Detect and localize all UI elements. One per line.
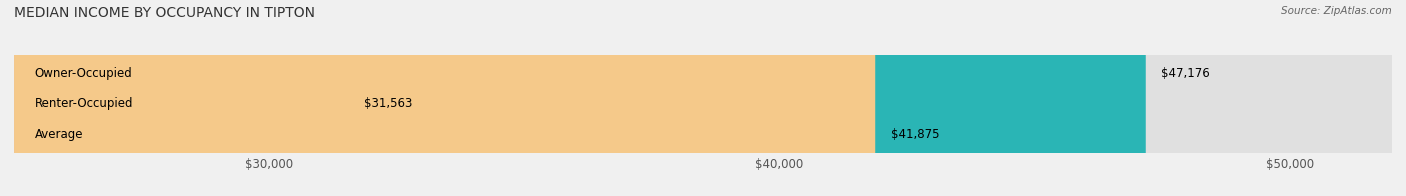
- FancyBboxPatch shape: [14, 0, 875, 196]
- Text: $41,875: $41,875: [890, 128, 939, 141]
- FancyBboxPatch shape: [14, 0, 1392, 196]
- Text: Owner-Occupied: Owner-Occupied: [35, 67, 132, 80]
- FancyBboxPatch shape: [0, 0, 474, 196]
- Text: $31,563: $31,563: [364, 97, 413, 110]
- FancyBboxPatch shape: [14, 0, 1392, 196]
- FancyBboxPatch shape: [14, 0, 1146, 196]
- Text: $47,176: $47,176: [1161, 67, 1209, 80]
- Text: MEDIAN INCOME BY OCCUPANCY IN TIPTON: MEDIAN INCOME BY OCCUPANCY IN TIPTON: [14, 6, 315, 20]
- Text: Source: ZipAtlas.com: Source: ZipAtlas.com: [1281, 6, 1392, 16]
- Text: Average: Average: [35, 128, 83, 141]
- Text: Renter-Occupied: Renter-Occupied: [35, 97, 134, 110]
- FancyBboxPatch shape: [14, 0, 1392, 196]
